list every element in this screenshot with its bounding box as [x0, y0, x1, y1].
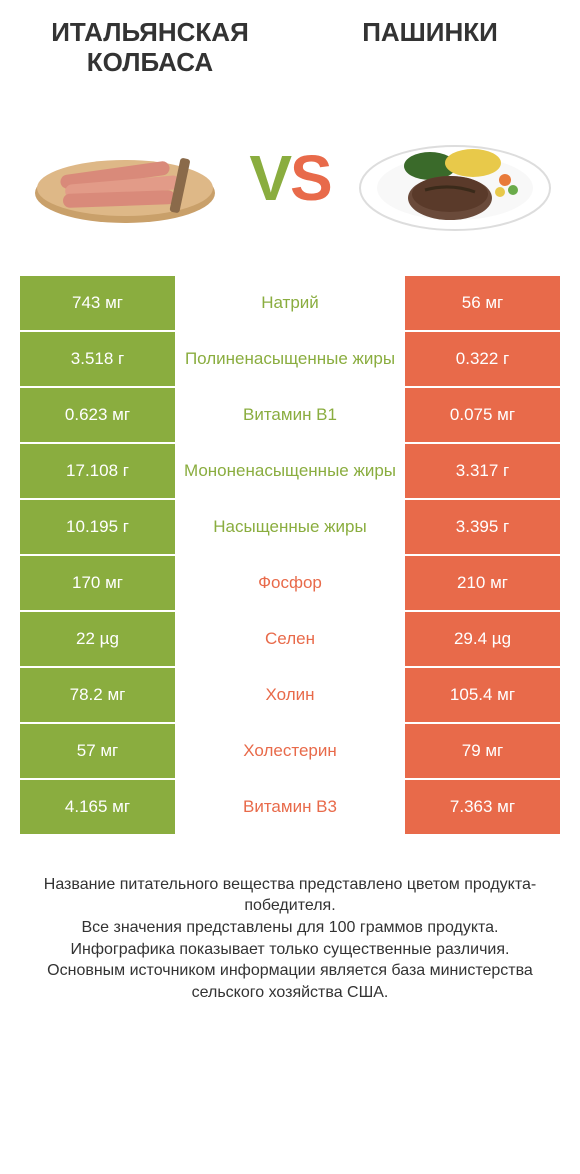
nutrient-label-cell: Натрий — [175, 276, 405, 330]
table-row: 22 µgСелен29.4 µg — [20, 612, 560, 668]
footer-line-3: Инфографика показывает только существенн… — [24, 939, 556, 961]
nutrient-label-cell: Холестерин — [175, 724, 405, 778]
vs-label: VS — [249, 141, 330, 215]
nutrient-label-cell: Насыщенные жиры — [175, 500, 405, 554]
left-product-image — [25, 118, 225, 238]
left-value-cell: 170 мг — [20, 556, 175, 610]
table-row: 17.108 гМононенасыщенные жиры3.317 г — [20, 444, 560, 500]
left-value-cell: 78.2 мг — [20, 668, 175, 722]
nutrient-label-cell: Витамин B1 — [175, 388, 405, 442]
hero-row: VS — [0, 88, 580, 276]
left-value-cell: 17.108 г — [20, 444, 175, 498]
right-value-cell: 56 мг — [405, 276, 560, 330]
right-value-cell: 3.317 г — [405, 444, 560, 498]
vs-letter-v: V — [249, 142, 290, 214]
table-row: 78.2 мгХолин105.4 мг — [20, 668, 560, 724]
right-product-title: ПАШИНКИ — [310, 18, 550, 48]
table-row: 3.518 гПолиненасыщенные жиры0.322 г — [20, 332, 560, 388]
footer-line-2: Все значения представлены для 100 граммо… — [24, 917, 556, 939]
left-value-cell: 57 мг — [20, 724, 175, 778]
nutrient-label-cell: Мононенасыщенные жиры — [175, 444, 405, 498]
table-row: 0.623 мгВитамин B10.075 мг — [20, 388, 560, 444]
nutrient-label-cell: Селен — [175, 612, 405, 666]
left-value-cell: 10.195 г — [20, 500, 175, 554]
left-value-cell: 743 мг — [20, 276, 175, 330]
nutrient-label-cell: Фосфор — [175, 556, 405, 610]
right-value-cell: 210 мг — [405, 556, 560, 610]
table-row: 170 мгФосфор210 мг — [20, 556, 560, 612]
footer-notes: Название питательного вещества представл… — [0, 836, 580, 1004]
table-row: 10.195 гНасыщенные жиры3.395 г — [20, 500, 560, 556]
left-value-cell: 0.623 мг — [20, 388, 175, 442]
table-row: 743 мгНатрий56 мг — [20, 276, 560, 332]
nutrient-label-cell: Полиненасыщенные жиры — [175, 332, 405, 386]
right-value-cell: 3.395 г — [405, 500, 560, 554]
right-value-cell: 105.4 мг — [405, 668, 560, 722]
nutrient-label-cell: Холин — [175, 668, 405, 722]
left-value-cell: 22 µg — [20, 612, 175, 666]
right-value-cell: 0.322 г — [405, 332, 560, 386]
right-product-image — [355, 118, 555, 238]
right-value-cell: 0.075 мг — [405, 388, 560, 442]
header: ИТАЛЬЯНСКАЯ КОЛБАСА ПАШИНКИ — [0, 0, 580, 88]
table-row: 4.165 мгВитамин B37.363 мг — [20, 780, 560, 836]
nutrient-label-cell: Витамин B3 — [175, 780, 405, 834]
vs-letter-s: S — [290, 142, 331, 214]
comparison-table: 743 мгНатрий56 мг3.518 гПолиненасыщенные… — [20, 276, 560, 836]
left-product-title: ИТАЛЬЯНСКАЯ КОЛБАСА — [30, 18, 270, 78]
right-value-cell: 79 мг — [405, 724, 560, 778]
table-row: 57 мгХолестерин79 мг — [20, 724, 560, 780]
footer-line-4: Основным источником информации является … — [24, 960, 556, 1003]
right-value-cell: 29.4 µg — [405, 612, 560, 666]
left-value-cell: 4.165 мг — [20, 780, 175, 834]
footer-line-1: Название питательного вещества представл… — [24, 874, 556, 917]
right-value-cell: 7.363 мг — [405, 780, 560, 834]
left-value-cell: 3.518 г — [20, 332, 175, 386]
